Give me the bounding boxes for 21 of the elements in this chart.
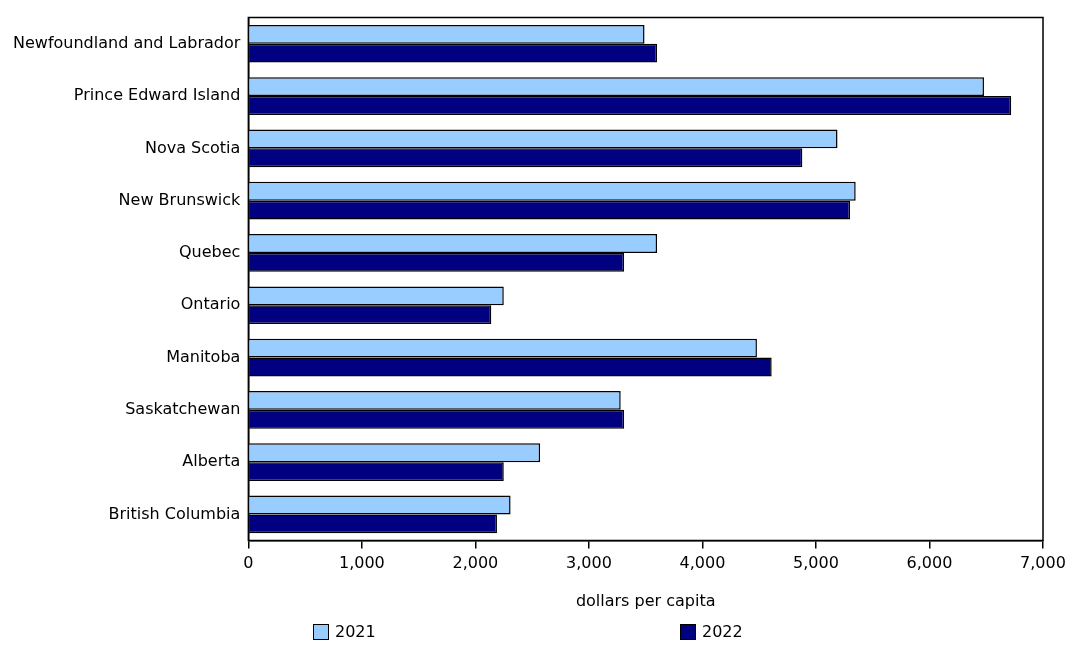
x-tick-label: 2,000	[452, 553, 499, 573]
legend-label: 2021	[335, 622, 376, 641]
x-axis-title: dollars per capita	[575, 590, 716, 610]
y-tick-label: British Columbia	[108, 503, 241, 523]
x-tick-label: 1,000	[338, 553, 385, 573]
y-tick-label: Quebec	[178, 242, 241, 262]
x-tick-label: 7,000	[1020, 553, 1066, 573]
x-tick-label: 6,000	[906, 553, 953, 573]
x-tick-label: 5,000	[793, 553, 839, 573]
y-tick-label: New Brunswick	[118, 189, 242, 209]
y-tick-label: Prince Edward Island	[73, 85, 241, 105]
y-tick-label: Manitoba	[166, 346, 241, 366]
x-tick-label: 3,000	[566, 553, 612, 573]
y-tick-label: Ontario	[180, 294, 241, 314]
x-tick-label: 0	[243, 553, 254, 573]
y-tick-label: Saskatchewan	[125, 399, 241, 419]
y-tick-label: Nova Scotia	[144, 137, 241, 157]
y-tick-label: Alberta	[182, 451, 241, 471]
x-tick-label: 4,000	[679, 553, 726, 573]
y-tick-label: Newfoundland and Labrador	[13, 32, 241, 52]
legend-label: 2022	[702, 622, 743, 641]
